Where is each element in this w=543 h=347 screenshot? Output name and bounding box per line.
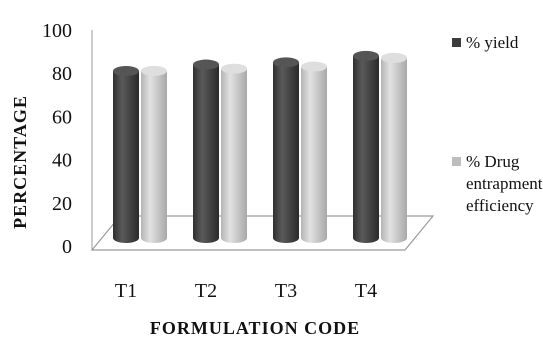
- legend-label-entrapment-line3: efficiency: [466, 196, 534, 215]
- bar-cap: [301, 61, 327, 72]
- y-tick-label: 40: [52, 150, 72, 172]
- bar-cap: [113, 66, 139, 77]
- bar-body: [353, 55, 379, 243]
- legend-label-yield: % yield: [466, 33, 519, 52]
- x-tick-label-t2: T2: [195, 280, 217, 302]
- x-tick-label-t1: T1: [115, 280, 137, 302]
- legend-swatch-yield: [452, 38, 461, 47]
- x-tick-label-t4: T4: [355, 280, 377, 302]
- bar-entrapment-t2: [221, 63, 247, 243]
- x-tick-labels: T1 T2 T3 T4: [115, 280, 377, 302]
- legend-label-entrapment-line2: entrapment: [466, 174, 543, 193]
- bar-cap: [193, 59, 219, 70]
- bar-cap: [141, 65, 167, 76]
- bar-body: [381, 57, 407, 243]
- bar-yield-t3: [273, 57, 299, 244]
- legend-label-entrapment: % Drug entrapment efficiency: [466, 152, 543, 215]
- bar-cap: [381, 52, 407, 63]
- bar-body: [301, 66, 327, 243]
- bar-body: [113, 71, 139, 243]
- x-axis-title: FORMULATION CODE: [150, 318, 360, 338]
- bar-body: [273, 62, 299, 244]
- y-tick-label: 60: [52, 106, 72, 128]
- legend-label-entrapment-line1: % Drug: [466, 152, 520, 171]
- legend: % yield % Drug entrapment efficiency: [452, 33, 543, 215]
- bar-yield-t2: [193, 59, 219, 243]
- bar-cap: [221, 63, 247, 74]
- y-axis-title: PERCENTAGE: [10, 95, 30, 229]
- bar-entrapment-t4: [381, 52, 407, 243]
- bar-cap: [353, 50, 379, 61]
- x-tick-label-t3: T3: [275, 280, 297, 302]
- bar-entrapment-t3: [301, 61, 327, 243]
- chart-floor: [90, 215, 435, 251]
- bar-body: [221, 68, 247, 243]
- y-tick-label: 100: [42, 20, 72, 42]
- y-tick-label: 0: [62, 236, 72, 258]
- y-tick-label: 20: [52, 193, 72, 215]
- y-tick-label: 80: [52, 63, 72, 85]
- bar-cap: [273, 57, 299, 68]
- bar-entrapment-t1: [141, 65, 167, 243]
- legend-swatch-entrapment: [452, 157, 461, 166]
- bar-yield-t4: [353, 50, 379, 243]
- bar-body: [141, 70, 167, 243]
- y-tick-labels: 0 20 40 60 80 100: [42, 20, 72, 258]
- bar-yield-t1: [113, 66, 139, 243]
- bar-body: [193, 64, 219, 243]
- bars: [113, 50, 407, 244]
